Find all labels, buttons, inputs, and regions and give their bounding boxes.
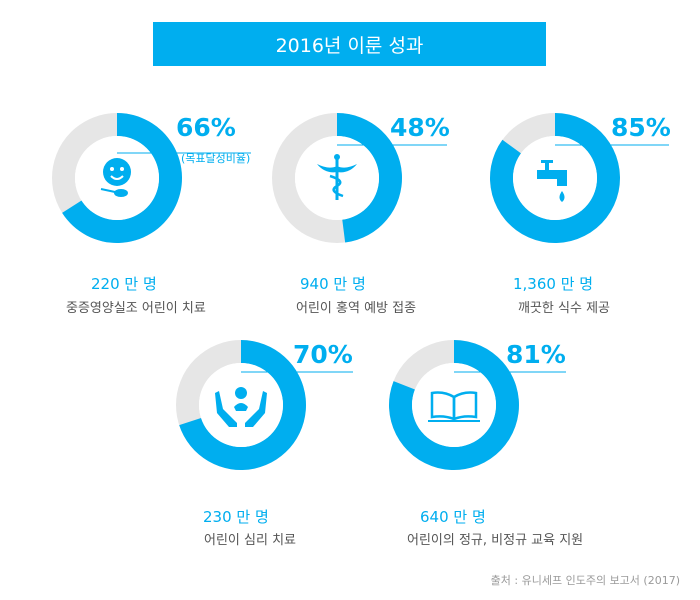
page-title: 2016년 이룬 성과: [275, 34, 424, 57]
donut-value-arc: [62, 113, 183, 244]
category-label: 중증영양실조 어린이 치료: [66, 301, 206, 316]
category-label: 어린이의 정규, 비정규 교육 지원: [407, 533, 584, 548]
count-label: 230 만 명: [203, 508, 269, 526]
stat-card-vaccination: 48% 940 만 명 어린이 홍역 예방 접종: [272, 113, 522, 323]
stat-card-nutrition: 66% (목표달성비율) 220 만 명 중증영양실조 어린이 치료: [51, 113, 301, 323]
percent-label: 85%: [611, 113, 671, 142]
child-nutrition-icon: [100, 158, 131, 197]
caring-hands-icon: [215, 387, 267, 427]
donut-chart: [272, 113, 447, 243]
count-label: 640 만 명: [420, 508, 486, 526]
count-label: 220 만 명: [91, 275, 157, 293]
percent-label: 66%: [176, 113, 236, 142]
open-book-icon: [428, 391, 480, 422]
medical-caduceus-icon: [317, 154, 357, 200]
percent-label: 81%: [506, 340, 566, 369]
category-label: 어린이 홍역 예방 접종: [296, 301, 417, 316]
donut-chart: [389, 340, 566, 470]
category-label: 어린이 심리 치료: [204, 533, 296, 548]
percent-note: (목표달성비율): [181, 152, 251, 165]
category-label: 깨끗한 식수 제공: [518, 301, 610, 316]
stat-card-water: 85% 1,360 만 명 깨끗한 식수 제공: [490, 113, 700, 323]
count-label: 940 만 명: [300, 275, 366, 293]
donut-chart: [490, 113, 669, 243]
donut-chart: [52, 113, 251, 244]
count-label: 1,360 만 명: [513, 275, 594, 293]
stat-card-psychological: 70% 230 만 명 어린이 심리 치료: [176, 340, 426, 550]
stat-card-education: 81% 640 만 명 어린이의 정규, 비정규 교육 지원: [389, 340, 639, 550]
water-tap-icon: [537, 160, 567, 202]
title-banner: 2016년 이룬 성과: [153, 22, 546, 66]
percent-label: 70%: [293, 340, 353, 369]
percent-label: 48%: [390, 113, 450, 142]
donut-chart: [176, 340, 353, 470]
source-note: 출처 : 유니세프 인도주의 보고서 (2017): [490, 574, 680, 587]
